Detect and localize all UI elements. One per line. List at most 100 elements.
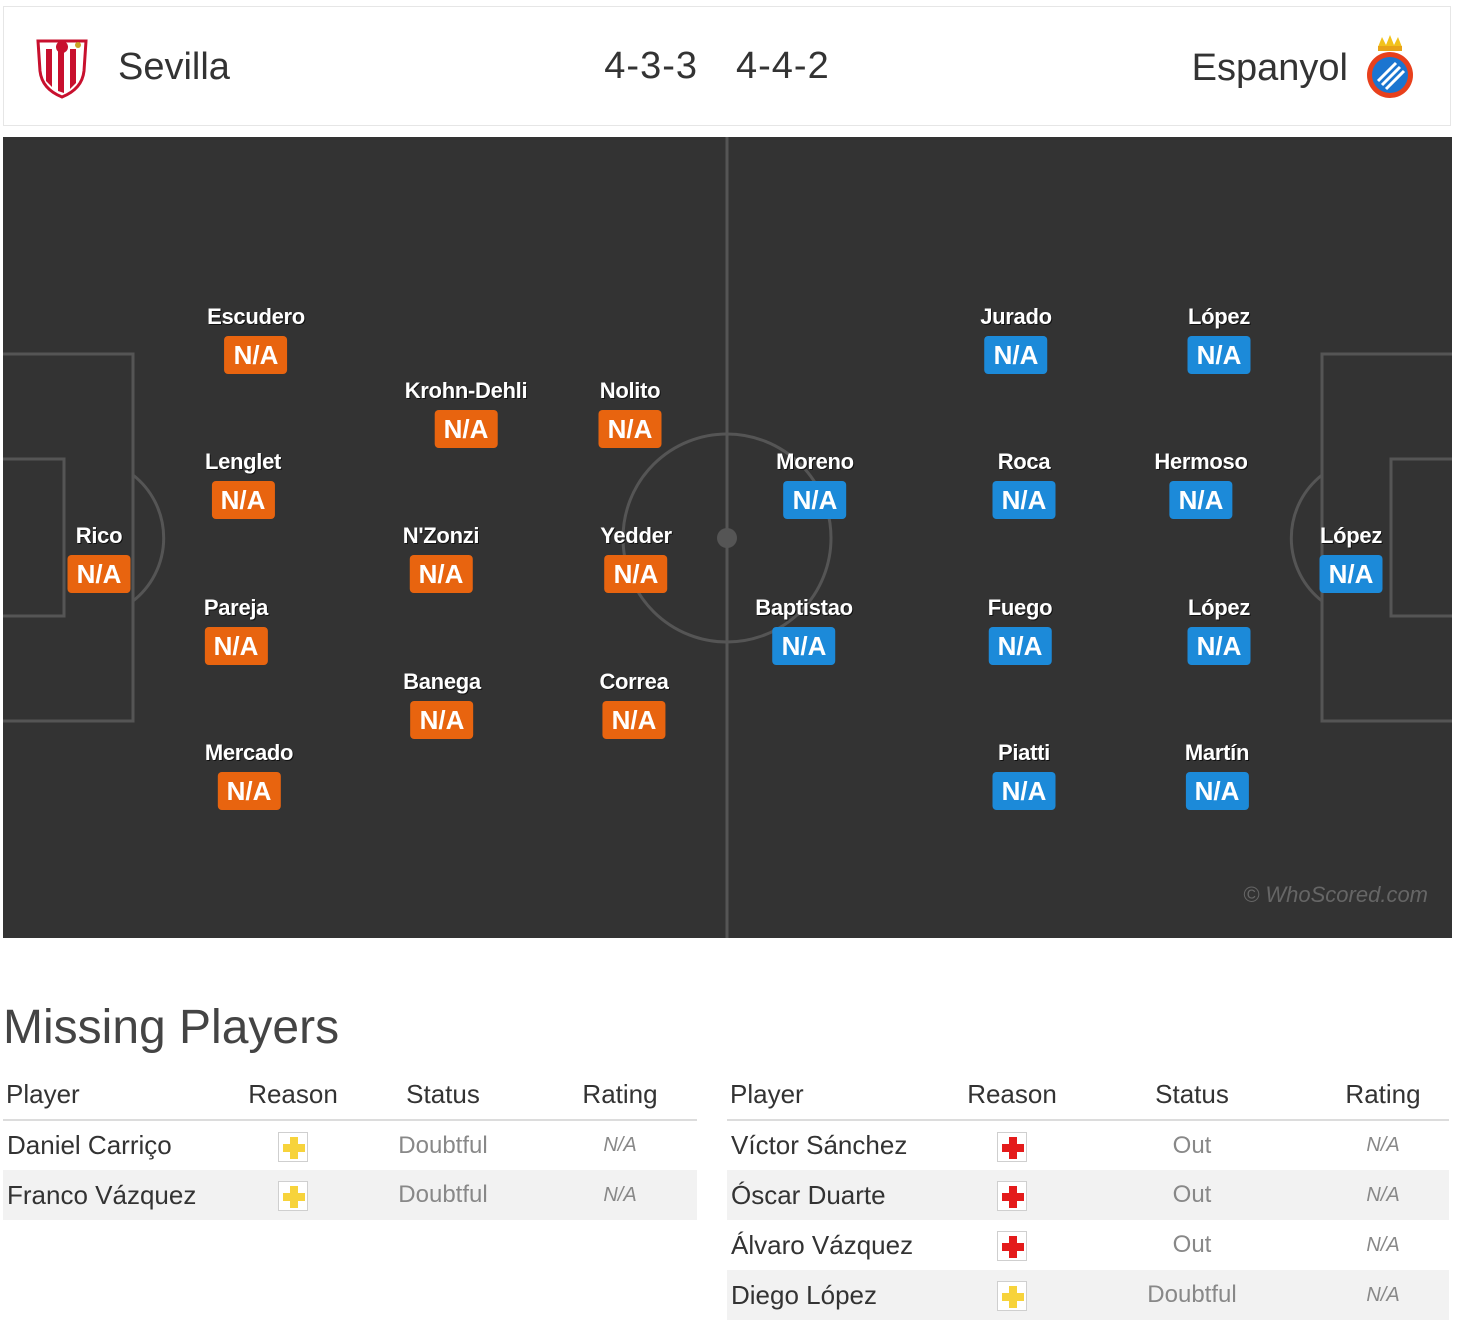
player-rating-badge: N/A bbox=[67, 555, 131, 593]
missing-player-name[interactable]: Daniel Carriço bbox=[7, 1130, 172, 1160]
missing-player-status: Doubtful bbox=[343, 1170, 543, 1220]
player-rating-badge: N/A bbox=[992, 481, 1056, 519]
player-home-nolito[interactable]: Nolito N/A bbox=[598, 378, 662, 448]
player-home-banega[interactable]: Banega N/A bbox=[403, 669, 481, 739]
espanyol-crest-icon bbox=[1367, 35, 1413, 98]
player-name: Piatti bbox=[998, 740, 1050, 765]
missing-player-name[interactable]: Óscar Duarte bbox=[727, 1170, 957, 1220]
home-team[interactable]: Sevilla bbox=[34, 35, 230, 99]
player-rating-badge: N/A bbox=[602, 701, 666, 739]
table-row: Daniel Carriço Doubtful N/A bbox=[3, 1120, 697, 1170]
player-away-roca[interactable]: Roca N/A bbox=[992, 449, 1056, 519]
player-away-baptistao[interactable]: Baptistao N/A bbox=[755, 595, 853, 665]
missing-player-status: Doubtful bbox=[1067, 1270, 1317, 1320]
column-header-status[interactable]: Status bbox=[343, 1070, 543, 1121]
player-home-nzonzi[interactable]: N'Zonzi N/A bbox=[402, 523, 480, 593]
missing-player-name[interactable]: Diego López bbox=[727, 1270, 957, 1320]
home-team-name: Sevilla bbox=[118, 45, 230, 88]
player-name: Rico bbox=[75, 523, 123, 548]
match-header: Sevilla 4-3-3 4-4-2 Espanyol bbox=[3, 6, 1451, 126]
column-header-player[interactable]: Player bbox=[3, 1070, 243, 1121]
missing-players-title: Missing Players bbox=[3, 1001, 340, 1054]
player-rating-badge: N/A bbox=[1169, 481, 1233, 519]
player-rating-badge: N/A bbox=[224, 336, 288, 374]
player-name: Pareja bbox=[203, 595, 269, 620]
player-name: López bbox=[1187, 595, 1251, 620]
player-name: Escudero bbox=[207, 304, 305, 329]
player-home-pareja[interactable]: Pareja N/A bbox=[204, 595, 268, 665]
yellow-cross-icon bbox=[278, 1181, 308, 1212]
player-away-jurado[interactable]: Jurado N/A bbox=[980, 304, 1052, 374]
table-row: Álvaro Vázquez Out N/A bbox=[727, 1220, 1449, 1270]
player-home-escudero[interactable]: Escudero N/A bbox=[207, 304, 305, 374]
missing-player-status: Out bbox=[1067, 1170, 1317, 1220]
player-name: Nolito bbox=[599, 378, 661, 403]
missing-player-status: Doubtful bbox=[398, 1131, 488, 1159]
missing-player-rating: N/A bbox=[1366, 1134, 1400, 1156]
player-name: Fuego bbox=[987, 595, 1053, 620]
missing-player-name[interactable]: Víctor Sánchez bbox=[731, 1130, 908, 1160]
player-name: N'Zonzi bbox=[402, 523, 480, 548]
missing-players-away-table: Player Reason Status Rating Víctor Sánch… bbox=[727, 1070, 1449, 1320]
column-header-reason[interactable]: Reason bbox=[957, 1070, 1067, 1121]
player-rating-badge: N/A bbox=[434, 410, 498, 448]
column-header-rating[interactable]: Rating bbox=[543, 1070, 697, 1121]
player-name: Banega bbox=[403, 669, 481, 694]
watermark: © WhoScored.com bbox=[1243, 882, 1428, 907]
player-name: Roca bbox=[997, 449, 1051, 474]
player-rating-badge: N/A bbox=[604, 555, 668, 593]
yellow-cross-icon bbox=[278, 1131, 308, 1162]
column-header-status[interactable]: Status bbox=[1067, 1070, 1317, 1121]
pitch-lines bbox=[3, 137, 1452, 938]
player-away-lopez-1[interactable]: López N/A bbox=[1187, 304, 1251, 374]
player-away-lopez-gk[interactable]: López N/A bbox=[1319, 523, 1383, 593]
player-name: López bbox=[1187, 304, 1251, 329]
red-cross-icon bbox=[997, 1131, 1027, 1162]
player-away-moreno[interactable]: Moreno N/A bbox=[776, 449, 854, 519]
player-away-piatti[interactable]: Piatti N/A bbox=[992, 740, 1056, 810]
red-cross-icon bbox=[997, 1181, 1027, 1212]
player-rating-badge: N/A bbox=[1187, 336, 1251, 374]
formations: 4-3-3 4-4-2 bbox=[4, 45, 1450, 88]
player-away-hermoso[interactable]: Hermoso N/A bbox=[1154, 449, 1248, 519]
player-home-lenglet[interactable]: Lenglet N/A bbox=[205, 449, 281, 519]
player-rating-badge: N/A bbox=[984, 336, 1048, 374]
player-rating-badge: N/A bbox=[783, 481, 847, 519]
player-name: Hermoso bbox=[1154, 449, 1248, 474]
player-name: Jurado bbox=[980, 304, 1052, 329]
player-home-correa[interactable]: Correa N/A bbox=[599, 669, 669, 739]
column-header-reason[interactable]: Reason bbox=[243, 1070, 343, 1121]
away-team[interactable]: Espanyol bbox=[1192, 35, 1416, 101]
player-away-lopez-2[interactable]: López N/A bbox=[1187, 595, 1251, 665]
missing-players-home-table: Player Reason Status Rating Daniel Carri… bbox=[3, 1070, 697, 1220]
player-name: Moreno bbox=[776, 449, 854, 474]
missing-player-status: Out bbox=[1172, 1231, 1212, 1258]
home-formation: 4-3-3 bbox=[604, 45, 698, 87]
missing-player-name[interactable]: Franco Vázquez bbox=[3, 1170, 243, 1220]
player-away-martin[interactable]: Martín N/A bbox=[1185, 740, 1249, 810]
player-rating-badge: N/A bbox=[772, 627, 836, 665]
player-name: Lenglet bbox=[204, 449, 282, 474]
player-name: Krohn-Dehli bbox=[404, 378, 528, 403]
player-home-krohn-dehli[interactable]: Krohn-Dehli N/A bbox=[405, 378, 528, 448]
player-name: López bbox=[1319, 523, 1383, 548]
player-home-mercado[interactable]: Mercado N/A bbox=[205, 740, 293, 810]
missing-player-status: Out bbox=[1172, 1131, 1212, 1159]
table-row: Víctor Sánchez Out N/A bbox=[727, 1120, 1449, 1170]
table-header-row: Player Reason Status Rating bbox=[727, 1070, 1449, 1121]
player-home-yedder[interactable]: Yedder N/A bbox=[600, 523, 672, 593]
player-rating-badge: N/A bbox=[217, 772, 281, 810]
yellow-cross-icon bbox=[997, 1281, 1027, 1312]
missing-player-rating: N/A bbox=[1317, 1270, 1449, 1320]
missing-player-name[interactable]: Álvaro Vázquez bbox=[731, 1229, 914, 1260]
column-header-player[interactable]: Player bbox=[727, 1070, 957, 1121]
pitch: Rico N/A Escudero N/A Lenglet N/A Pareja… bbox=[3, 137, 1452, 938]
player-away-fuego[interactable]: Fuego N/A bbox=[988, 595, 1053, 665]
player-rating-badge: N/A bbox=[409, 555, 473, 593]
table-row: Óscar Duarte Out N/A bbox=[727, 1170, 1449, 1220]
away-team-name: Espanyol bbox=[1191, 46, 1348, 89]
player-rating-badge: N/A bbox=[992, 772, 1056, 810]
column-header-rating[interactable]: Rating bbox=[1317, 1070, 1449, 1121]
missing-player-rating: N/A bbox=[1366, 1233, 1400, 1256]
player-home-rico[interactable]: Rico N/A bbox=[67, 523, 131, 593]
